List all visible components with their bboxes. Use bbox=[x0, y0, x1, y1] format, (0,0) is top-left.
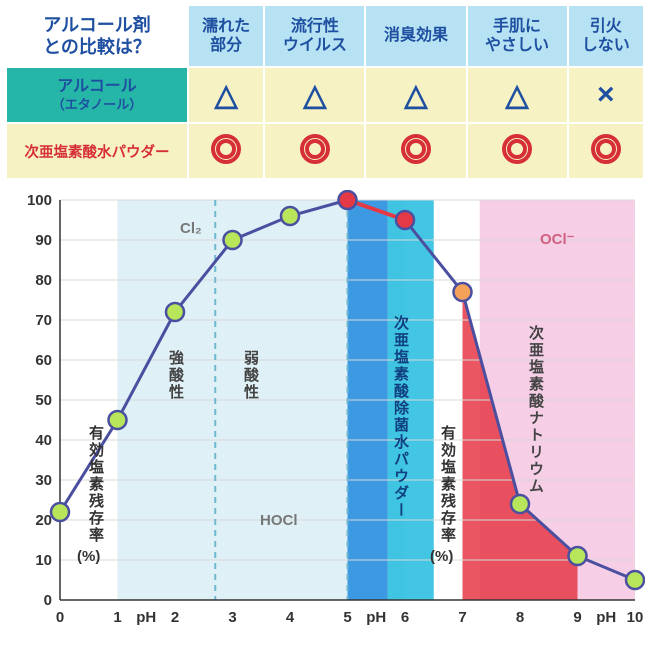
svg-text:100: 100 bbox=[27, 192, 52, 209]
double-circle-icon bbox=[401, 134, 431, 164]
y-label-left: 有効塩素残存率 bbox=[85, 425, 106, 544]
col-1: 流行性ウイルス bbox=[265, 6, 364, 66]
header-row: アルコール剤との比較は？ 濡れた部分 流行性ウイルス 消臭効果 手肌にやさしい … bbox=[7, 6, 643, 66]
svg-text:20: 20 bbox=[35, 512, 52, 529]
svg-text:6: 6 bbox=[401, 609, 409, 626]
chart-svg: 0 10 20 30 40 50 60 70 80 90 100 0 1 2 3 4 5 6 7 8 9 10 pH pH pH bbox=[5, 190, 645, 640]
col-4: 引火しない bbox=[569, 6, 643, 66]
y-pct-left: (%) bbox=[77, 548, 100, 565]
row2-c0 bbox=[189, 124, 263, 178]
header-question-text: アルコール剤との比較は？ bbox=[43, 15, 151, 58]
svg-text:50: 50 bbox=[35, 392, 52, 409]
row2-c1 bbox=[265, 124, 364, 178]
comparison-table: アルコール剤との比較は？ 濡れた部分 流行性ウイルス 消臭効果 手肌にやさしい … bbox=[5, 4, 645, 180]
svg-text:30: 30 bbox=[35, 472, 52, 489]
chart-label: Cl₂ bbox=[180, 220, 202, 237]
y-label-right: 有効塩素残存率 bbox=[437, 425, 458, 544]
row1-c2: △ bbox=[366, 68, 465, 122]
svg-text:5: 5 bbox=[343, 609, 351, 626]
chart-vertical-label: 強酸性 bbox=[165, 350, 186, 401]
chart-vertical-label: 次亜塩素酸ナトリウム bbox=[525, 325, 546, 495]
svg-text:10: 10 bbox=[35, 552, 52, 569]
row2-c3 bbox=[468, 124, 567, 178]
y-pct-right: (%) bbox=[430, 548, 453, 565]
double-circle-icon bbox=[502, 134, 532, 164]
col-3: 手肌にやさしい bbox=[468, 6, 567, 66]
svg-text:8: 8 bbox=[516, 609, 524, 626]
header-question: アルコール剤との比較は？ bbox=[7, 6, 187, 66]
svg-text:40: 40 bbox=[35, 432, 52, 449]
row1-c0: △ bbox=[189, 68, 263, 122]
col-0: 濡れた部分 bbox=[189, 6, 263, 66]
row2-c4 bbox=[569, 124, 643, 178]
chart-label: HOCl bbox=[260, 512, 298, 529]
double-circle-icon bbox=[591, 134, 621, 164]
row1-c4: × bbox=[569, 68, 643, 122]
row1-head: アルコール bbox=[57, 78, 137, 95]
row-alcohol: アルコール （エタノール） △ △ △ △ × bbox=[7, 68, 643, 122]
svg-text:60: 60 bbox=[35, 352, 52, 369]
chart-vertical-label: 次亜塩素酸除菌水パウダー bbox=[390, 315, 411, 519]
chart-label: OCl⁻ bbox=[540, 230, 575, 248]
svg-text:pH: pH bbox=[366, 609, 386, 626]
row1-c3: △ bbox=[468, 68, 567, 122]
double-circle-icon bbox=[211, 134, 241, 164]
svg-text:1: 1 bbox=[113, 609, 121, 626]
svg-text:70: 70 bbox=[35, 312, 52, 329]
svg-text:10: 10 bbox=[627, 609, 644, 626]
chart-vertical-label: 弱酸性 bbox=[240, 350, 261, 401]
row1-header: アルコール （エタノール） bbox=[7, 68, 187, 122]
row2-header: 次亜塩素酸水パウダー bbox=[7, 124, 187, 178]
svg-text:2: 2 bbox=[171, 609, 179, 626]
svg-text:pH: pH bbox=[136, 609, 156, 626]
double-circle-icon bbox=[300, 134, 330, 164]
svg-text:pH: pH bbox=[596, 609, 616, 626]
svg-text:3: 3 bbox=[228, 609, 236, 626]
ph-chart: 0 10 20 30 40 50 60 70 80 90 100 0 1 2 3 4 5 6 7 8 9 10 pH pH pH… bbox=[5, 190, 645, 640]
row2-c2 bbox=[366, 124, 465, 178]
col-2: 消臭効果 bbox=[366, 6, 465, 66]
row1-sub: （エタノール） bbox=[7, 97, 187, 113]
svg-text:0: 0 bbox=[56, 609, 64, 626]
svg-text:7: 7 bbox=[458, 609, 466, 626]
svg-text:0: 0 bbox=[44, 592, 52, 609]
row1-c1: △ bbox=[265, 68, 364, 122]
svg-text:9: 9 bbox=[573, 609, 581, 626]
svg-text:4: 4 bbox=[286, 609, 295, 626]
row-hypochlorous: 次亜塩素酸水パウダー bbox=[7, 124, 643, 178]
svg-text:90: 90 bbox=[35, 232, 52, 249]
svg-text:80: 80 bbox=[35, 272, 52, 289]
